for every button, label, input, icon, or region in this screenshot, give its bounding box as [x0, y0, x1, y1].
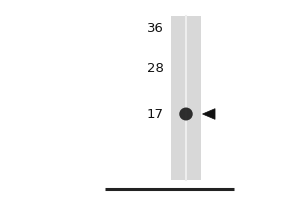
Ellipse shape — [179, 108, 193, 120]
Text: 36: 36 — [147, 21, 164, 34]
Text: 28: 28 — [147, 62, 164, 74]
Polygon shape — [202, 109, 215, 119]
Text: 17: 17 — [146, 108, 164, 120]
Bar — [171, 16, 201, 180]
